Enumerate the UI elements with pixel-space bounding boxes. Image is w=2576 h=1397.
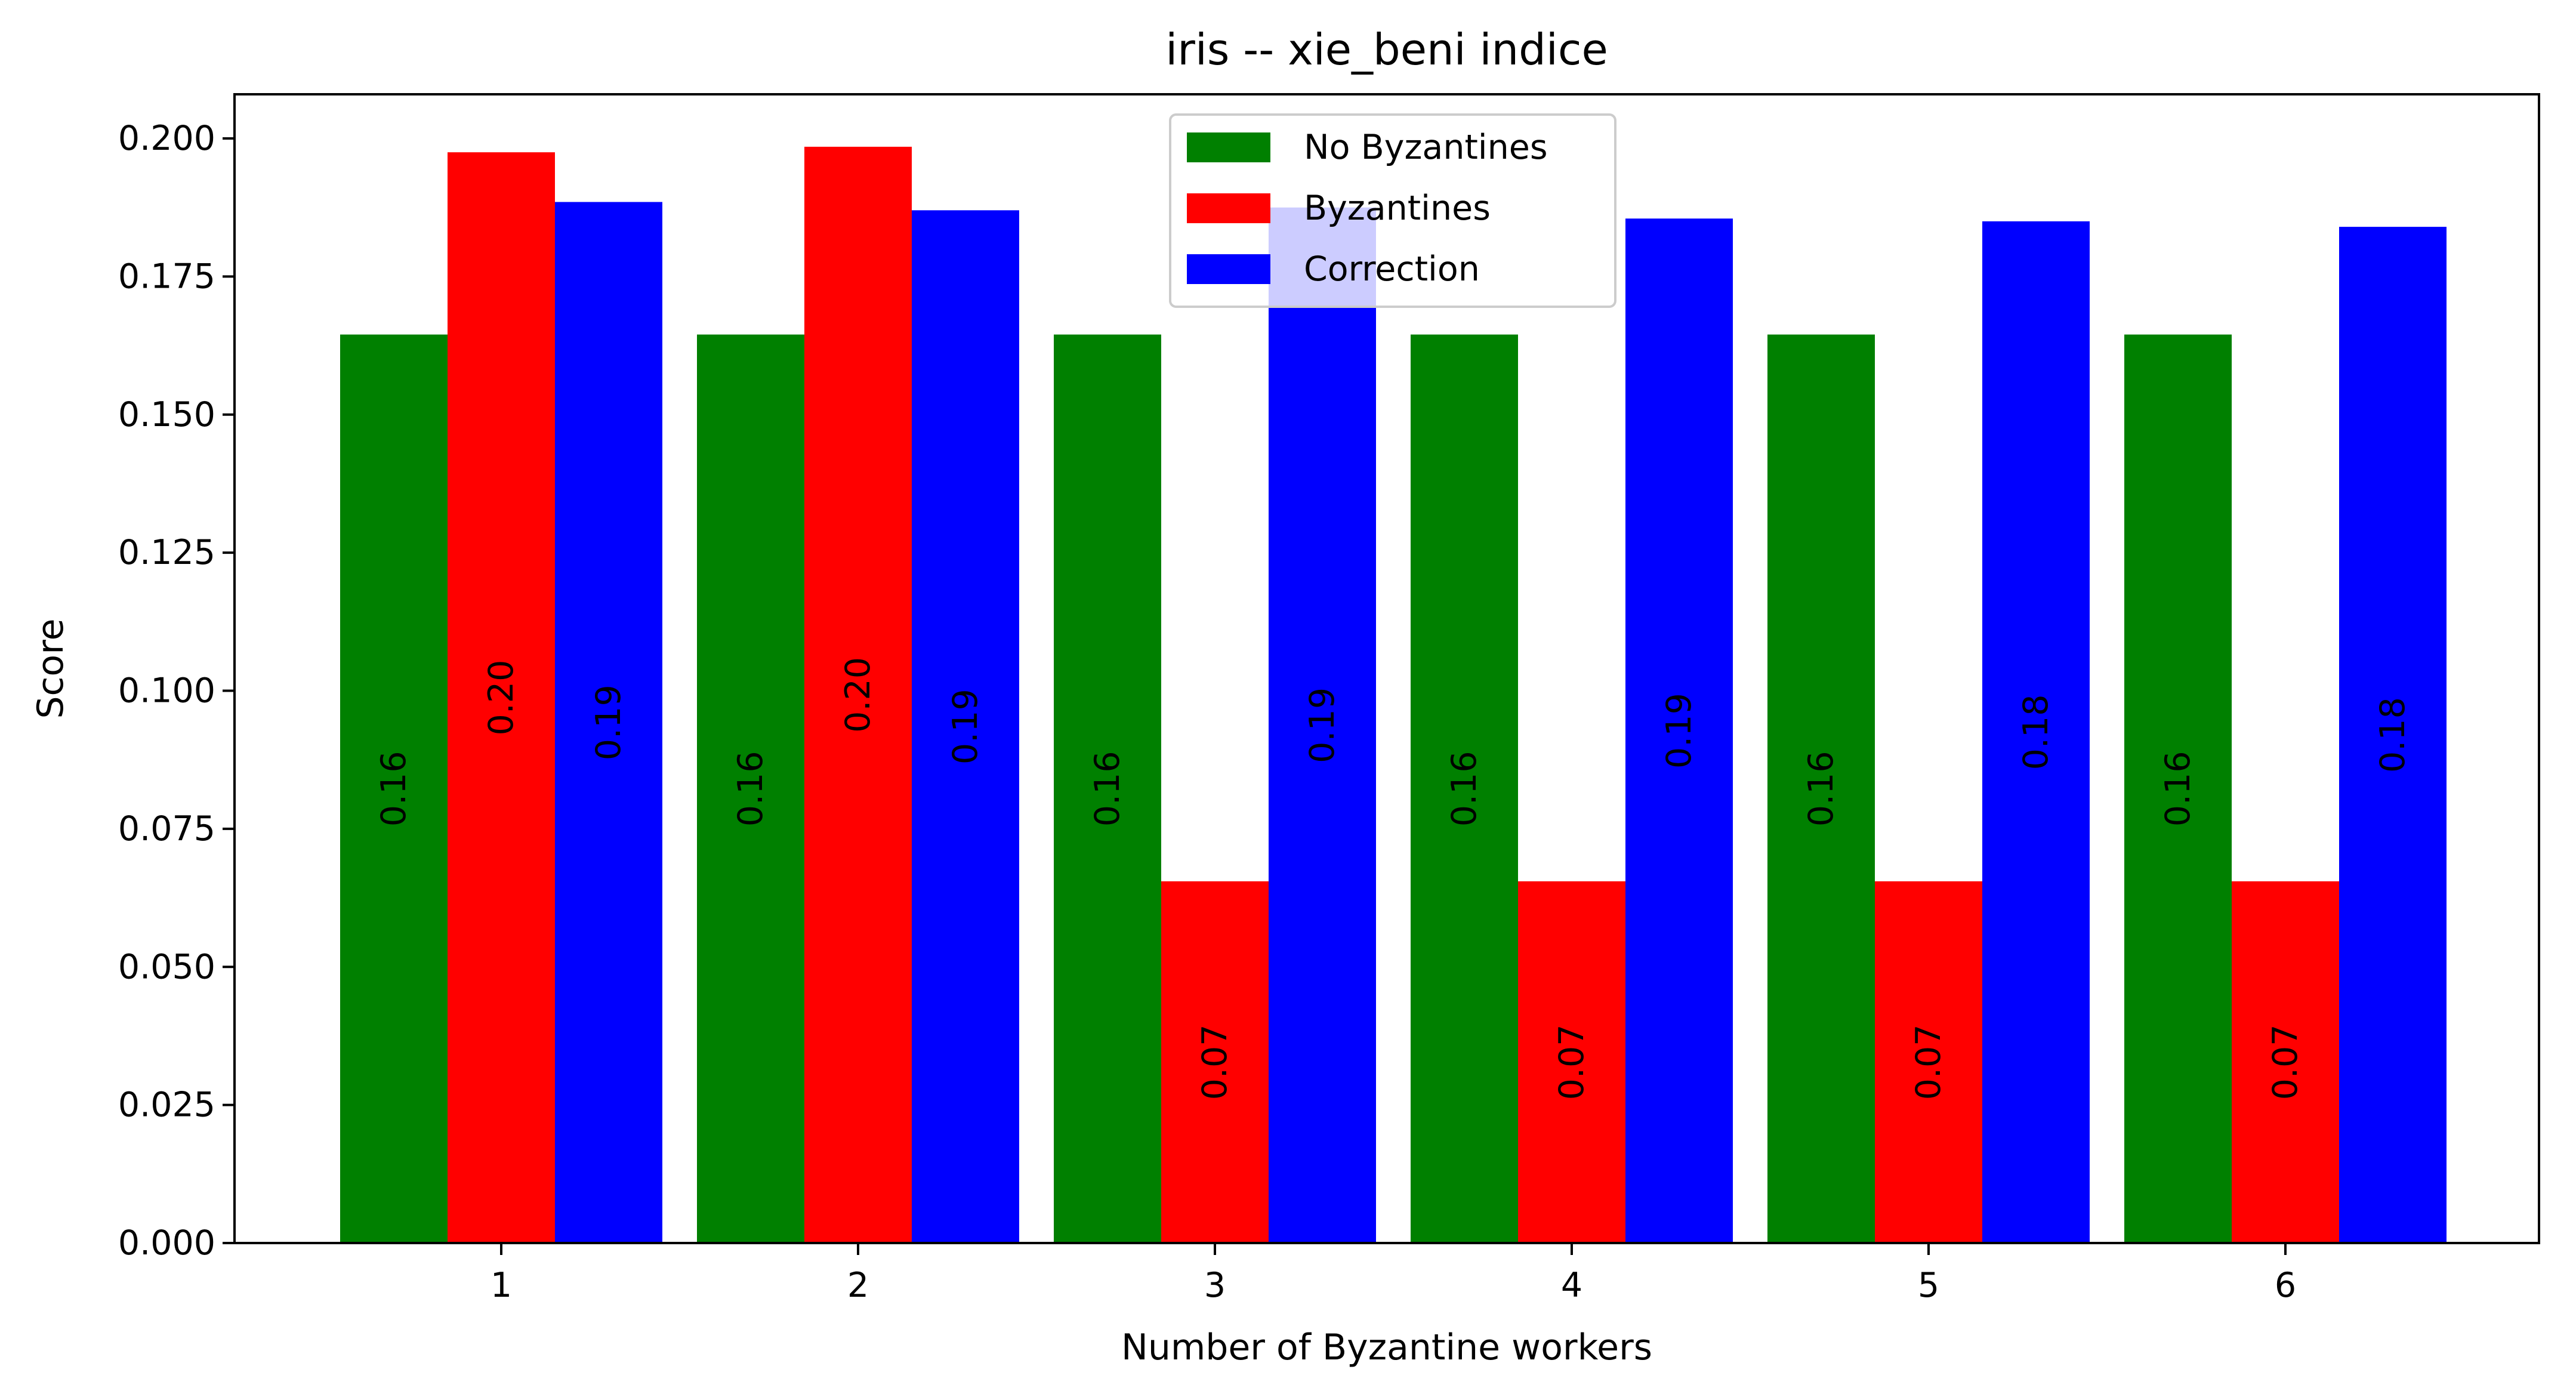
bar-value-label: 0.07 (1552, 1024, 1591, 1100)
bar-value-label: 0.19 (1659, 693, 1699, 769)
bar-value-label: 0.16 (1445, 751, 1484, 827)
bar-value-label: 0.07 (2266, 1024, 2305, 1100)
y-tick-label: 0.075 (118, 809, 215, 849)
y-tick-label: 0.150 (118, 395, 215, 434)
legend-swatch (1187, 132, 1270, 162)
bar (1269, 207, 1376, 1243)
bar (448, 152, 555, 1243)
bar (555, 202, 662, 1243)
chart-title: iris -- xie_beni indice (1165, 24, 1608, 75)
y-tick-label: 0.100 (118, 671, 215, 711)
bar (1875, 881, 1982, 1243)
bar-value-label: 0.16 (1088, 751, 1127, 827)
y-tick-label: 0.200 (118, 119, 215, 158)
y-tick-label: 0.025 (118, 1085, 215, 1125)
bar (2339, 227, 2447, 1244)
plot-frame (233, 93, 2540, 1244)
legend-swatch (1187, 254, 1270, 284)
bar (1054, 334, 1161, 1243)
x-tick-label: 2 (847, 1266, 869, 1305)
bar (1411, 334, 1518, 1243)
bar-value-label: 0.18 (2016, 694, 2056, 770)
bar (2232, 881, 2339, 1243)
legend-label: Correction (1304, 249, 1480, 289)
x-tick-label: 6 (2275, 1266, 2296, 1305)
y-tick-label: 0.125 (118, 533, 215, 572)
y-tick-label: 0.000 (118, 1223, 215, 1263)
bars-layer (340, 146, 2447, 1244)
bar-value-label: 0.20 (482, 660, 521, 736)
bar (340, 334, 448, 1243)
bar (1767, 334, 1875, 1243)
bar-labels-layer: 0.16 0.16 0.16 0.16 0.16 0.16 0.20 0.20 0.07 0.07… (374, 657, 2413, 1100)
bar (1161, 881, 1269, 1243)
bar-value-label: 0.18 (2373, 697, 2413, 773)
y-tick-label: 0.050 (118, 947, 215, 986)
bar (2124, 334, 2232, 1243)
bar-value-label: 0.19 (589, 684, 628, 760)
legend-label: No Byzantines (1304, 128, 1548, 167)
bar-value-label: 0.20 (838, 657, 878, 733)
bar-value-label: 0.07 (1195, 1024, 1235, 1100)
x-tick-label: 4 (1561, 1266, 1582, 1305)
bar (912, 210, 1019, 1243)
x-axis-label: Number of Byzantine workers (1121, 1327, 1652, 1368)
x-tick-label: 1 (490, 1266, 512, 1305)
legend-swatch (1187, 193, 1270, 223)
bar (804, 146, 912, 1244)
legend: No Byzantines Byzantines Correction (1169, 113, 1616, 308)
bar-value-label: 0.19 (1303, 687, 1342, 763)
bar-value-label: 0.16 (731, 751, 770, 827)
bar-value-label: 0.07 (1909, 1024, 1948, 1100)
bar (1982, 221, 2090, 1243)
bar-value-label: 0.16 (374, 751, 414, 827)
bar (1625, 218, 1733, 1244)
y-axis-label: Score (30, 618, 72, 718)
legend-label: Byzantines (1304, 189, 1491, 228)
x-tick-label: 5 (1918, 1266, 1939, 1305)
bar-value-label: 0.16 (2158, 751, 2198, 827)
y-axis: 0.000 0.025 0.050 0.075 0.100 0.125 0.150 0.175… (118, 119, 235, 1263)
bar (697, 334, 804, 1243)
legend-box (1169, 113, 1616, 308)
y-tick-label: 0.175 (118, 257, 215, 296)
bar (1518, 881, 1625, 1243)
x-axis: 1 2 3 4 5 6 (490, 1243, 2296, 1305)
bar-value-label: 0.19 (946, 689, 985, 764)
bar-value-label: 0.16 (1801, 751, 1841, 827)
x-tick-label: 3 (1204, 1266, 1226, 1305)
